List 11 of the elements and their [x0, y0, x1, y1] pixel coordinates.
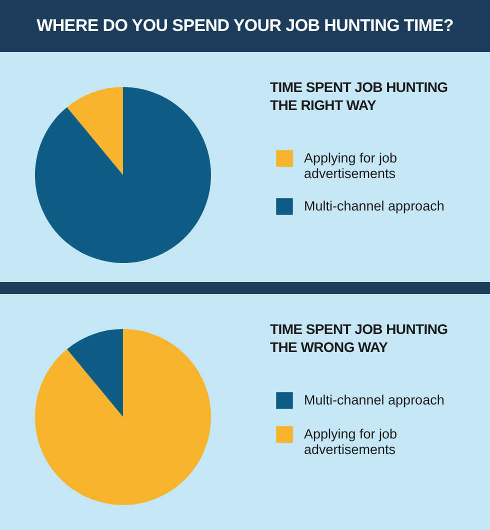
pie-slice: [66, 87, 123, 175]
legend-label: Multi-channel approach: [304, 198, 444, 214]
legend-label: Applying for job advertisements: [304, 150, 398, 181]
legend-label: Applying for job advertisements: [304, 426, 398, 457]
chart-title: TIME SPENT JOB HUNTING THE WRONG WAY: [270, 320, 449, 356]
pie-slice: [66, 329, 123, 417]
chart-title: WHERE DO YOU SPEND YOUR JOB HUNTING TIME?: [0, 0, 490, 52]
pie-slice: [35, 87, 211, 263]
chart-subtitle: TIME SPENT JOB HUNTING THE RIGHT WAY: [270, 78, 449, 114]
legend-label: Multi-channel approach: [304, 392, 444, 408]
pie-slice: [35, 329, 211, 505]
